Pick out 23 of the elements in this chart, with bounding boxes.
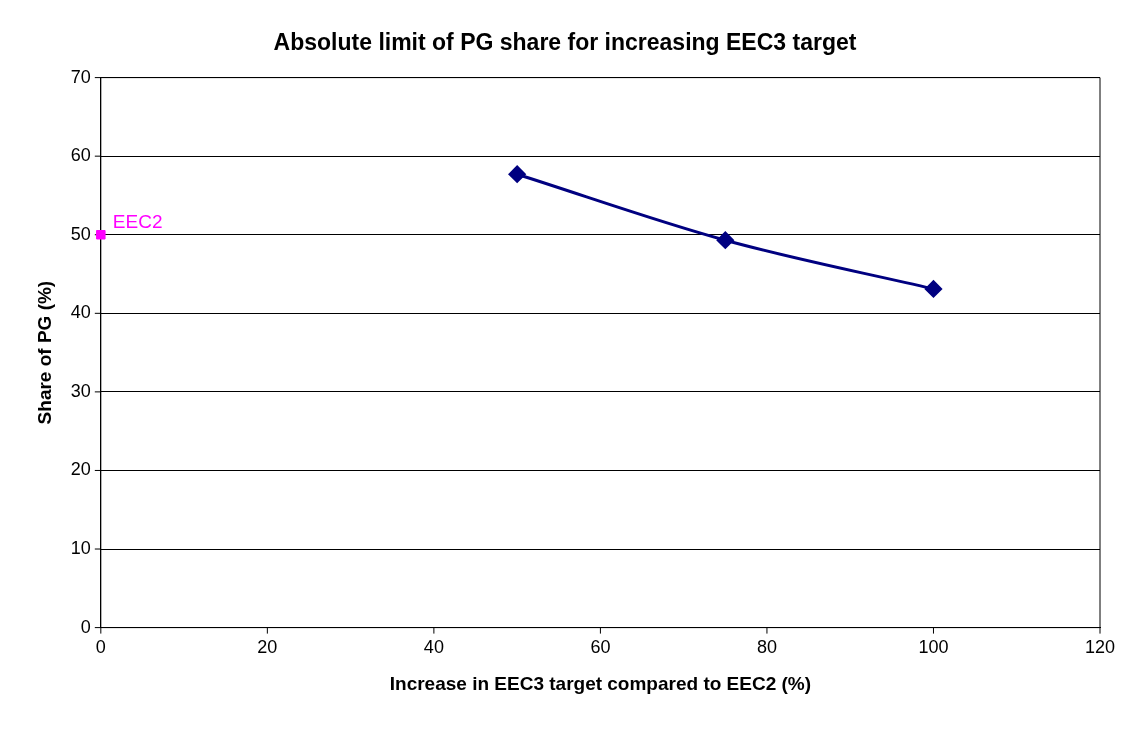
- y-axis-title: Share of PG (%): [33, 280, 55, 425]
- y-tick-label: 20: [70, 459, 91, 480]
- y-tick-label: 10: [70, 538, 91, 558]
- chart-title: Absolute limit of PG share for increasing EEC3 target: [273, 29, 857, 56]
- x-axis-title: Increase in EEC3 target compared to EEC2 (%): [389, 672, 812, 694]
- x-tick-label: 60: [590, 637, 611, 658]
- y-tick-label: 0: [80, 616, 91, 637]
- y-tick-label: 30: [70, 380, 91, 401]
- point: [924, 280, 942, 298]
- x-tick-label: 0: [95, 637, 106, 658]
- y-tick-label: 60: [70, 145, 91, 166]
- x-tick-label: 100: [918, 637, 949, 658]
- point: [716, 231, 734, 249]
- point: [508, 165, 526, 183]
- x-tick-label: 80: [756, 637, 777, 658]
- x-tick-label: 20: [257, 637, 278, 658]
- x-tick-label: 120: [1084, 637, 1116, 658]
- y-tick-label: 40: [70, 302, 91, 323]
- annotation: EEC2: [112, 211, 163, 233]
- point: [96, 230, 106, 240]
- y-tick-label: 50: [70, 223, 91, 244]
- y-tick-label: 70: [70, 66, 91, 87]
- x-tick-label: 40: [423, 637, 444, 658]
